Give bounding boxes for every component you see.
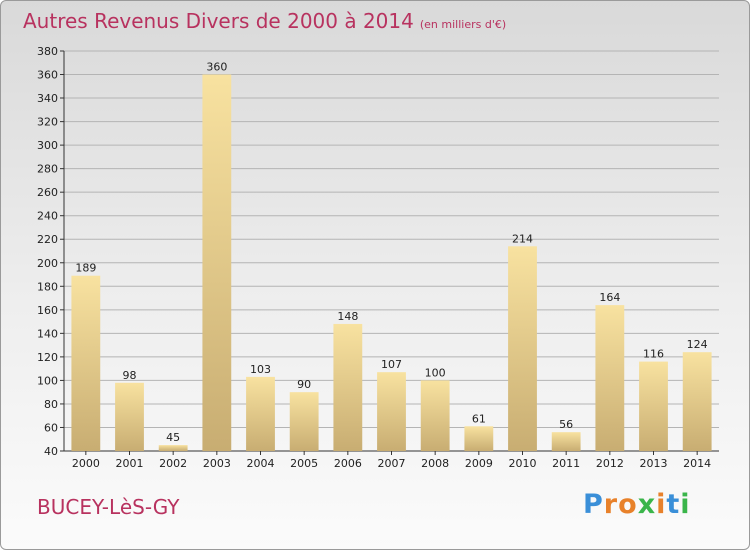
- data-label-2000: 189: [75, 262, 96, 275]
- y-tick-label: 220: [37, 233, 58, 246]
- bar-2004: [246, 376, 275, 451]
- y-tick-label: 200: [37, 257, 58, 270]
- y-tick-label: 260: [37, 186, 58, 199]
- x-tick-label-2003: 2003: [203, 457, 231, 470]
- logo-letter: x: [637, 489, 657, 520]
- y-tick-label: 280: [37, 163, 58, 176]
- logo-letter: o: [618, 489, 638, 520]
- bar-2008: [420, 380, 450, 451]
- bar-layer: [71, 74, 712, 451]
- x-tick-label-2009: 2009: [465, 457, 493, 470]
- x-tick-label-2006: 2006: [334, 457, 362, 470]
- y-tick-label: 340: [37, 92, 58, 105]
- label-layer: 189 98 45 360 103 90 148 107 100 61 214 56 164 116 124: [75, 61, 707, 445]
- bar-2000: [71, 275, 101, 451]
- data-label-2014: 124: [687, 338, 708, 351]
- chart-title: Autres Revenus Divers de 2000 à 2014 (en …: [23, 9, 506, 33]
- bar-2010: [508, 246, 537, 451]
- y-tick-label: 40: [44, 445, 58, 458]
- y-tick-label: 320: [37, 116, 58, 129]
- y-tick-label: 160: [37, 304, 58, 317]
- y-tick-label: 180: [37, 280, 58, 293]
- data-label-2007: 107: [381, 358, 402, 371]
- bar-2014: [682, 352, 712, 451]
- bar-2002: [158, 445, 188, 451]
- bar-2012: [595, 305, 625, 451]
- data-label-2006: 148: [337, 310, 358, 323]
- y-tick-label: 80: [44, 398, 58, 411]
- x-tick-label-2010: 2010: [509, 457, 537, 470]
- y-tick-label: 360: [37, 69, 58, 82]
- data-label-2009: 61: [472, 412, 486, 425]
- bar-2013: [639, 361, 668, 451]
- bar-2011: [551, 432, 581, 451]
- logo-letter: i: [656, 489, 667, 520]
- y-tick-label: 100: [37, 374, 58, 387]
- commune-name: BUCEY-LèS-GY: [37, 495, 180, 519]
- y-tick-label: 300: [37, 139, 58, 152]
- y-tick-label: 240: [37, 210, 58, 223]
- chart-title-text: Autres Revenus Divers de 2000 à 2014: [23, 9, 414, 33]
- y-tick-label: 140: [37, 327, 58, 340]
- bar-2005: [289, 392, 319, 451]
- data-label-2010: 214: [512, 232, 533, 245]
- data-label-2001: 98: [123, 369, 137, 382]
- x-tick-label-2000: 2000: [72, 457, 100, 470]
- bar-2009: [464, 426, 494, 451]
- x-tick-label-2005: 2005: [290, 457, 318, 470]
- data-label-2004: 103: [250, 363, 271, 376]
- data-label-2005: 90: [297, 378, 311, 391]
- x-tick-label-2014: 2014: [683, 457, 711, 470]
- chart-subtitle: (en milliers d'€): [419, 18, 507, 31]
- data-label-2003: 360: [206, 61, 227, 74]
- bar-2003: [202, 74, 232, 451]
- bar-2006: [333, 323, 363, 451]
- data-label-2008: 100: [425, 366, 446, 379]
- brand-logo: Proxiti: [583, 489, 691, 520]
- data-label-2013: 116: [643, 348, 664, 361]
- x-tick-label-2001: 2001: [116, 457, 144, 470]
- data-label-2002: 45: [166, 431, 180, 444]
- y-tick-label: 380: [37, 45, 58, 58]
- x-tick-label-2002: 2002: [159, 457, 187, 470]
- bar-2001: [115, 382, 144, 451]
- logo-letter: i: [680, 489, 691, 520]
- data-label-2011: 56: [559, 418, 573, 431]
- logo-letter: r: [603, 489, 619, 520]
- x-tick-label-2013: 2013: [640, 457, 668, 470]
- data-label-2012: 164: [599, 291, 620, 304]
- bar-2007: [377, 372, 406, 451]
- x-tick-label-2012: 2012: [596, 457, 624, 470]
- x-tick-label-2011: 2011: [552, 457, 580, 470]
- logo-letter: t: [666, 489, 681, 520]
- x-tick-label-2004: 2004: [247, 457, 275, 470]
- x-tick-label-2008: 2008: [421, 457, 449, 470]
- logo-letter: P: [583, 489, 604, 520]
- y-tick-label: 120: [37, 351, 58, 364]
- y-tick-label: 60: [44, 421, 58, 434]
- x-tick-label-2007: 2007: [378, 457, 406, 470]
